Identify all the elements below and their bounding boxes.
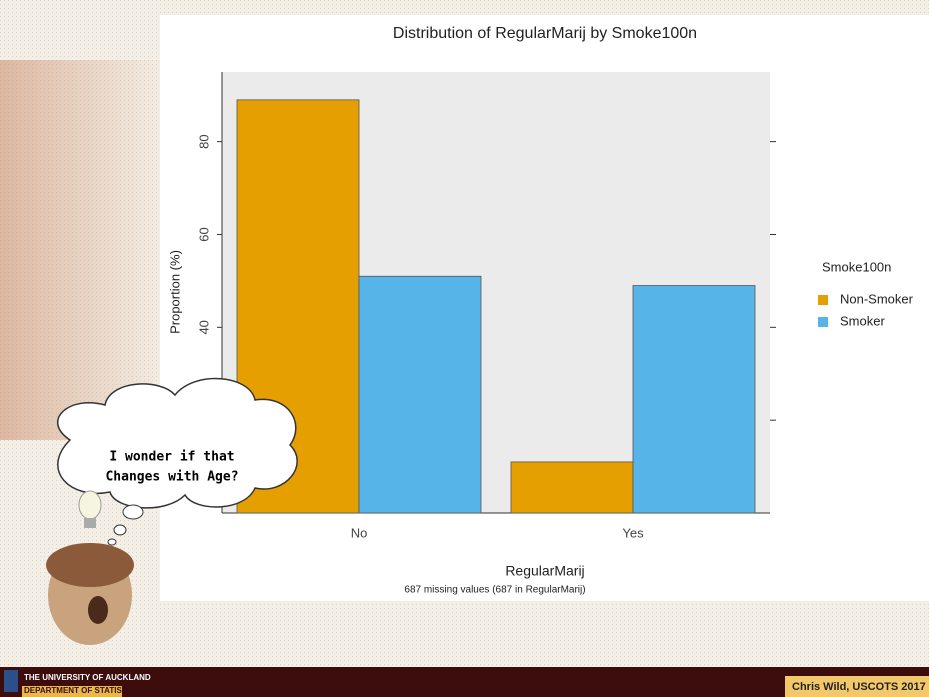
slide: Distribution of RegularMarij by Smoke100… — [0, 0, 929, 697]
legend-swatch — [818, 317, 828, 327]
university-crest — [4, 670, 18, 692]
y-axis-label: Proportion (%) — [167, 250, 182, 334]
y-tick-label: 60 — [196, 227, 211, 241]
bar — [511, 462, 633, 513]
bar — [633, 286, 755, 513]
footer-department: DEPARTMENT OF STATISTICS — [24, 686, 141, 695]
legend-label: Non-Smoker — [840, 291, 914, 306]
footer-credit: Chris Wild, USCOTS 2017 — [792, 681, 926, 693]
callout-text: I wonder if that — [109, 450, 234, 465]
bar — [359, 276, 481, 513]
x-tick-label: No — [351, 525, 368, 540]
callout-text: Changes with Age? — [105, 470, 238, 485]
x-axis-label: RegularMarij — [505, 563, 584, 579]
footer-university: THE UNIVERSITY OF AUCKLAND — [24, 673, 151, 682]
legend-swatch — [818, 295, 828, 305]
chart-title: Distribution of RegularMarij by Smoke100… — [393, 25, 697, 42]
y-tick-label: 40 — [196, 320, 211, 334]
legend-title: Smoke100n — [822, 259, 891, 274]
slide-canvas: Distribution of RegularMarij by Smoke100… — [0, 0, 929, 697]
chart-subtitle: 687 missing values (687 in RegularMarij) — [404, 585, 585, 596]
y-tick-label: 80 — [196, 134, 211, 148]
x-tick-label: Yes — [622, 525, 644, 540]
legend-label: Smoker — [840, 313, 885, 328]
background-art — [0, 60, 170, 440]
